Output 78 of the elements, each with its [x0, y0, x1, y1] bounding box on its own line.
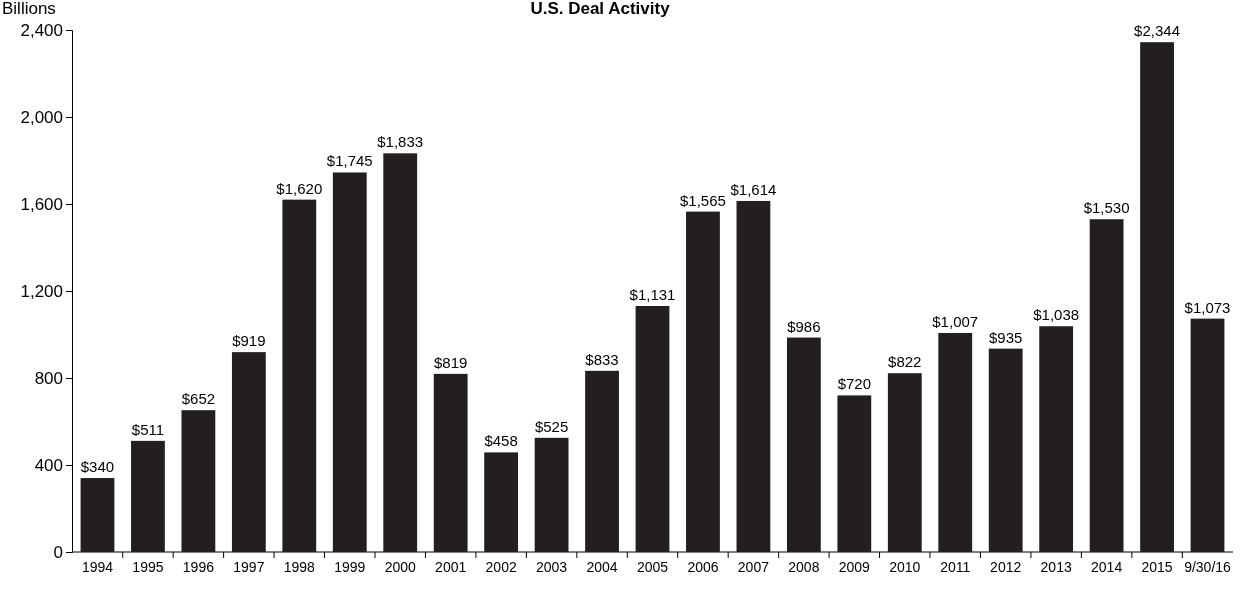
y-tick-label: 2,400 [20, 20, 63, 40]
bar [736, 200, 771, 552]
bar [383, 153, 418, 552]
data-label: $458 [484, 432, 518, 450]
x-tick-label: 2005 [636, 558, 669, 575]
x-tick-label: 1996 [182, 558, 215, 575]
data-label: $652 [181, 390, 216, 408]
bar [332, 172, 367, 552]
x-tick-label: 2009 [838, 558, 871, 575]
x-tick-label: 2010 [889, 558, 921, 575]
data-label: $1,038 [1033, 306, 1080, 324]
x-tick-label: 1994 [81, 558, 114, 575]
x-tick-label: 1999 [334, 558, 366, 575]
bar [938, 332, 973, 552]
data-label: $511 [131, 420, 165, 438]
data-label: $1,833 [377, 133, 424, 151]
data-label: $1,530 [1083, 199, 1130, 217]
data-label: $1,745 [326, 152, 373, 170]
data-label: $822 [888, 353, 922, 371]
x-tick-label: 2012 [990, 558, 1022, 575]
x-tick-label: 2015 [1141, 558, 1173, 575]
x-tick-label: 2004 [586, 558, 618, 575]
bar [534, 437, 569, 552]
y-tick-label: 1,600 [20, 194, 63, 214]
bar [1039, 326, 1074, 552]
data-label: $833 [585, 350, 619, 368]
bar [635, 306, 670, 552]
y-tick-label: 2,000 [20, 107, 63, 127]
bar [231, 352, 266, 552]
bar [181, 410, 216, 552]
y-tick-label: 1,200 [20, 281, 63, 301]
x-tick-label: 1997 [233, 558, 265, 575]
bar [887, 373, 922, 552]
bar [282, 199, 317, 552]
bar [1089, 219, 1124, 552]
data-label: $525 [534, 417, 569, 435]
data-label: $935 [989, 328, 1023, 346]
x-tick-label: 2008 [788, 558, 820, 575]
bar [433, 373, 468, 552]
data-label: $1,007 [932, 312, 979, 330]
y-tick-label: 800 [34, 368, 63, 388]
data-label: $819 [433, 353, 468, 371]
data-label: $2,344 [1134, 22, 1181, 40]
data-label: $1,131 [629, 286, 676, 304]
x-tick-label: 2013 [1040, 558, 1072, 575]
bar [1140, 42, 1174, 552]
data-label: $986 [787, 317, 821, 335]
bar [484, 452, 519, 552]
bar [988, 348, 1023, 552]
data-label: $1,620 [276, 179, 323, 197]
x-tick-label: 2001 [435, 558, 467, 575]
data-label: $1,073 [1184, 298, 1231, 316]
data-label: $919 [232, 332, 266, 350]
x-tick-label: 2007 [737, 558, 770, 575]
bar [80, 478, 115, 552]
x-tick-label: 9/30/16 [1184, 558, 1232, 575]
x-tick-label: 2002 [485, 558, 517, 575]
y-tick-label: 0 [53, 542, 63, 562]
data-label: $1,565 [680, 191, 726, 209]
bar [786, 337, 821, 552]
y-tick-label: 400 [34, 455, 63, 475]
x-tick-label: 2014 [1091, 558, 1123, 575]
bar [837, 395, 872, 552]
bar [585, 370, 619, 552]
bar [686, 211, 720, 552]
x-tick-label: 2011 [940, 558, 971, 575]
bar [131, 440, 165, 552]
data-label: $720 [837, 375, 872, 393]
data-label: $340 [80, 458, 115, 476]
x-tick-label: 2003 [536, 558, 568, 575]
chart-title: U.S. Deal Activity [530, 0, 671, 18]
data-label: $1,614 [730, 180, 777, 198]
x-tick-label: 2000 [384, 558, 416, 575]
y-axis-title: Billions [2, 0, 56, 18]
bar [1190, 318, 1225, 552]
x-tick-label: 2006 [687, 558, 719, 575]
x-tick-label: 1998 [283, 558, 316, 575]
x-tick-label: 1995 [132, 558, 164, 575]
